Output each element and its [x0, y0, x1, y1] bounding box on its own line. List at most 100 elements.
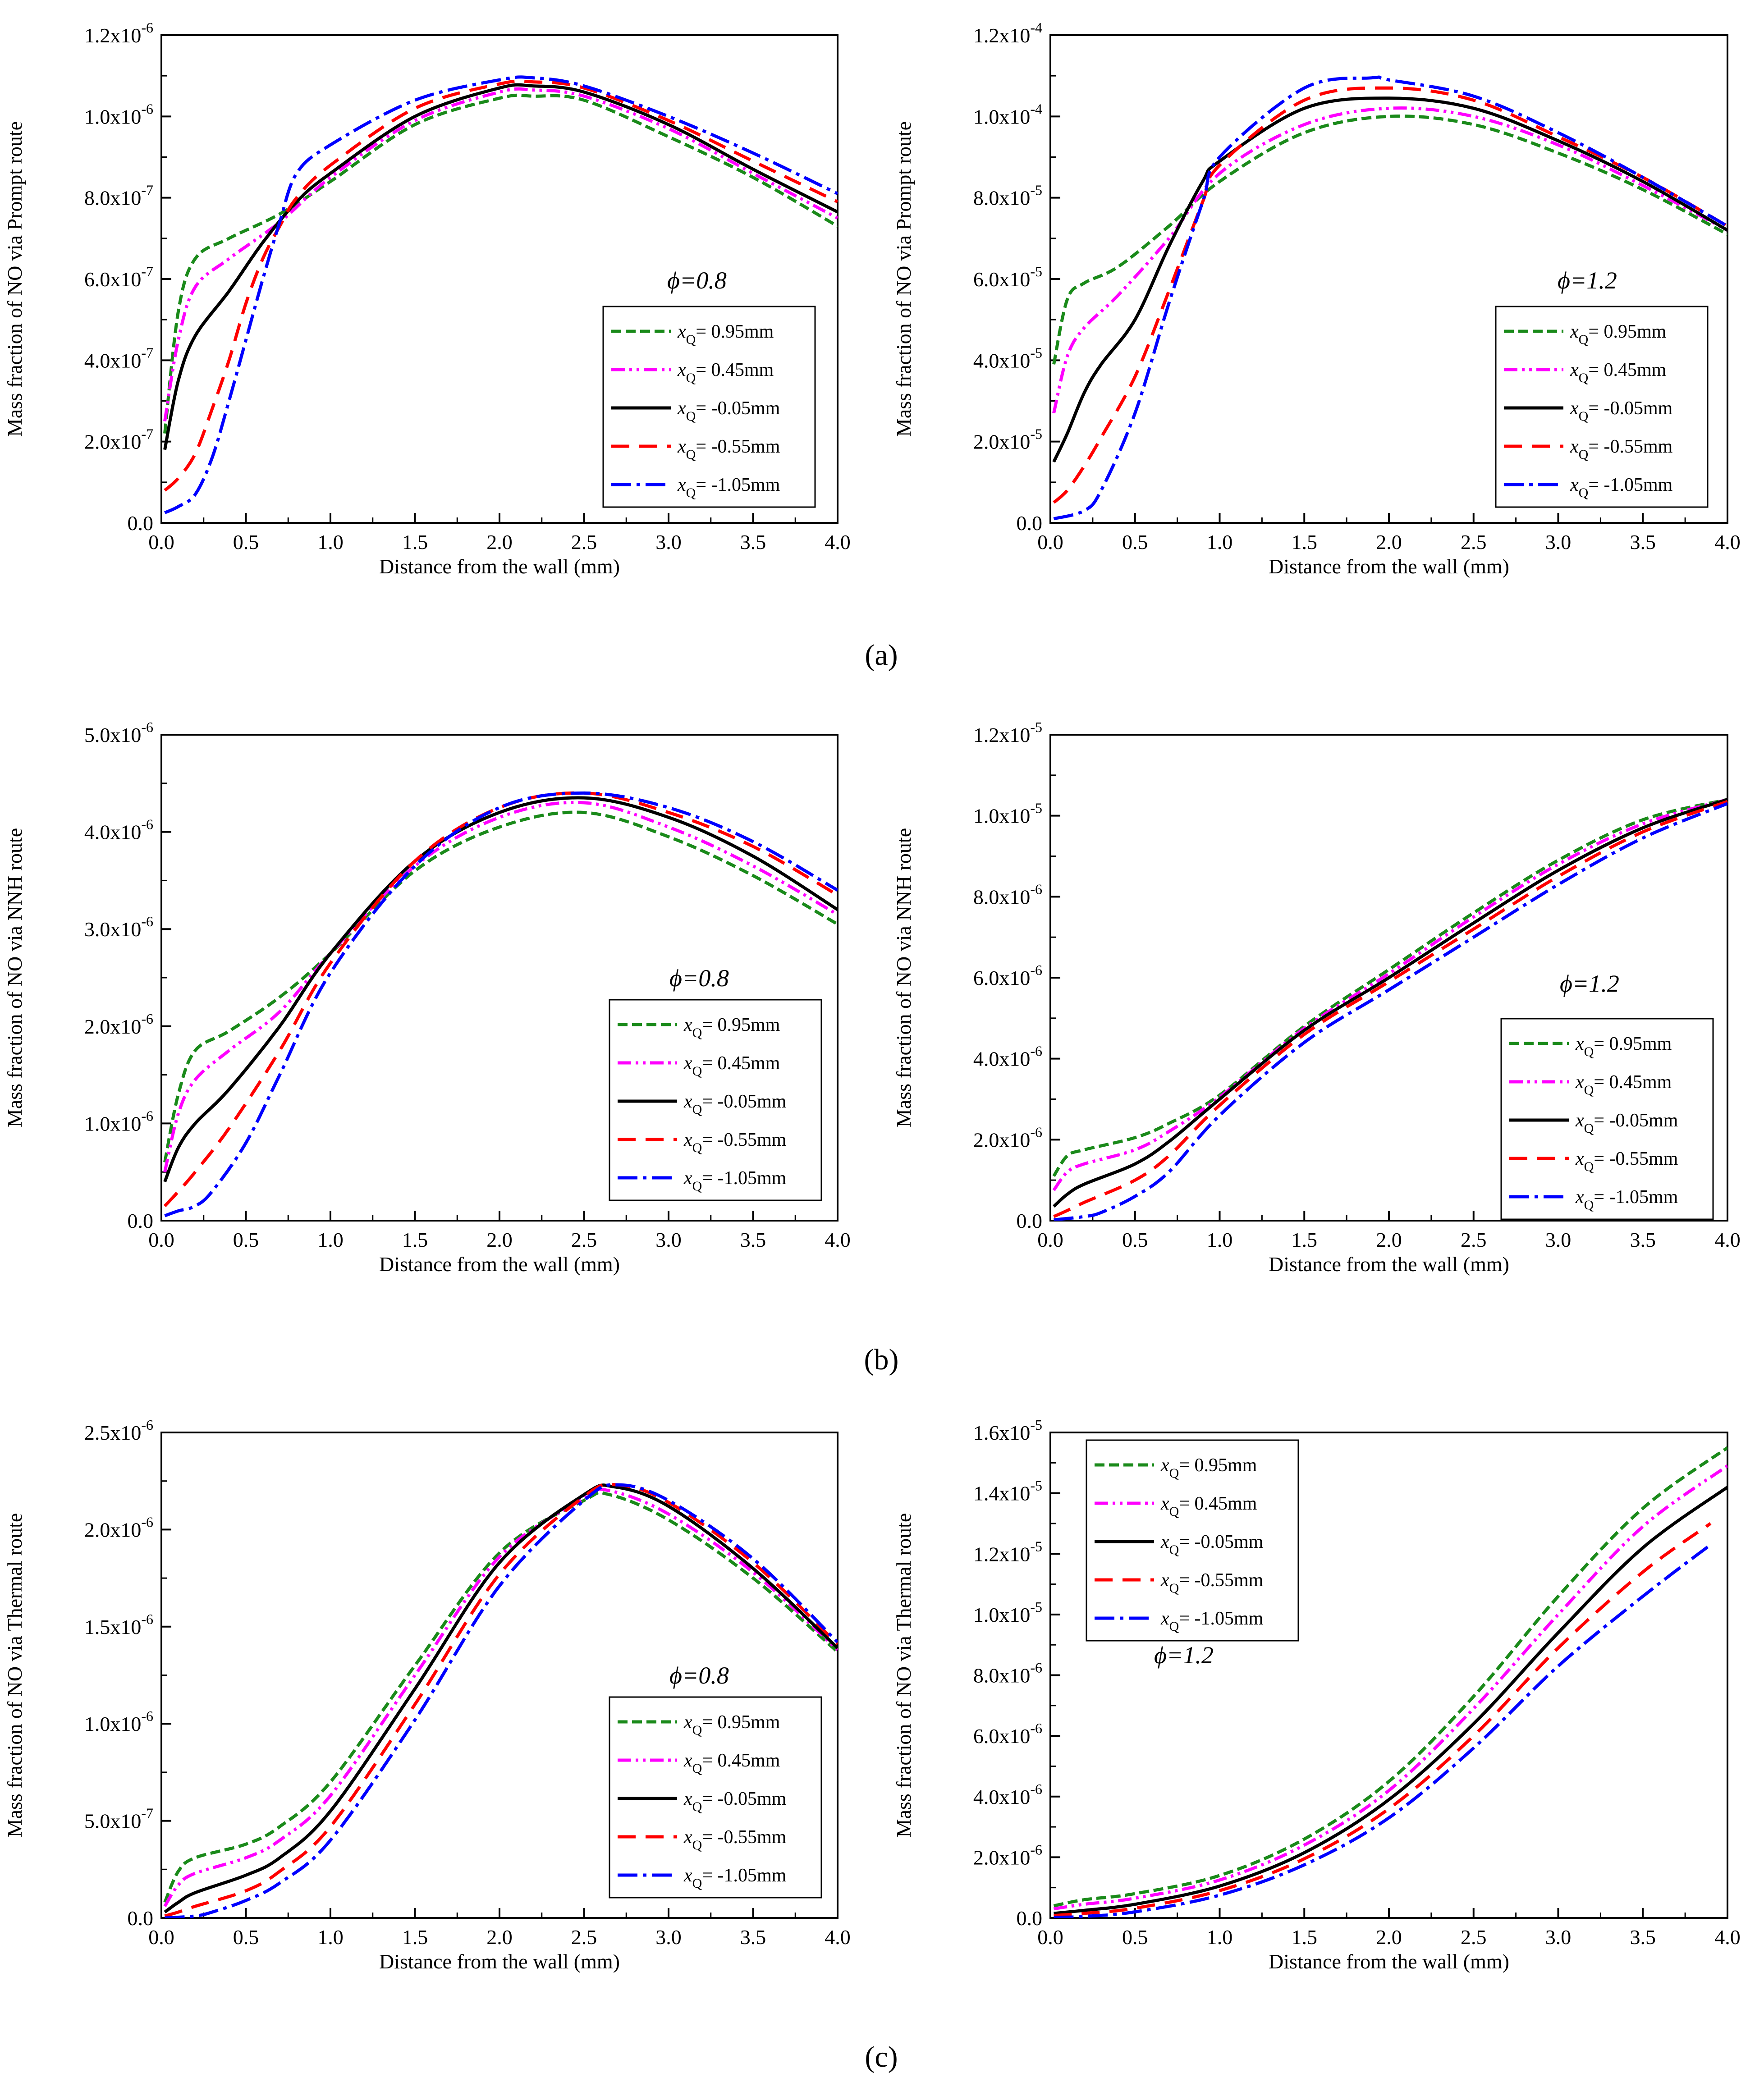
x-tick-label: 3.0 — [655, 531, 682, 554]
panel-label-c-text: (c) — [865, 2041, 898, 2073]
y-tick-label: 8.0x10-5 — [973, 182, 1042, 210]
legend: xQ= 0.95mm xQ= 0.45mm xQ= -0.05mm xQ= -0.55… — [1086, 1439, 1299, 1642]
legend-entry: xQ= -0.05mm — [1575, 1110, 1678, 1136]
y-axis-label: Mass fraction of NO via Prompt route — [892, 121, 915, 437]
series-line-xq-0p05 — [1053, 798, 1727, 1208]
legend-entry: xQ= 0.45mm — [683, 1053, 780, 1079]
y-tick-label: 1.0x10-6 — [84, 101, 153, 128]
y-tick-label: 2.0x10-6 — [973, 1841, 1042, 1869]
y-tick-label: 1.5x10-6 — [84, 1611, 153, 1638]
series-line-xq-1p05 — [1054, 1543, 1712, 1918]
legend: xQ= 0.95mm xQ= 0.45mm xQ= -0.05mm xQ= -0.55… — [609, 1696, 822, 1899]
phi-annotation: ϕ=1.2 — [1558, 267, 1617, 294]
legend-entry: xQ= 0.45mm — [683, 1750, 780, 1776]
series-line-xq-0p05 — [1054, 1486, 1727, 1915]
x-tick-label: 1.5 — [1292, 531, 1318, 554]
series-line-xq0p95 — [163, 93, 838, 434]
y-tick-label: 3.0x10-6 — [84, 913, 153, 941]
legend: xQ= 0.95mm xQ= 0.45mm xQ= -0.05mm xQ= -0.55… — [602, 306, 816, 508]
x-tick-label: 1.5 — [1292, 1926, 1318, 1949]
y-tick-label: 1.2x10-5 — [973, 719, 1042, 746]
x-tick-label: 0.5 — [1122, 1926, 1148, 1949]
x-axis-label: Distance from the wall (mm) — [1269, 1950, 1509, 1973]
phi-annotation: ϕ=0.8 — [669, 965, 729, 992]
y-tick-label: 4.0x10-5 — [973, 344, 1042, 372]
series-group — [163, 1483, 838, 1918]
series-line-xq0p95 — [1052, 114, 1727, 365]
y-tick-label: 1.0x10-6 — [84, 1107, 153, 1135]
legend-entry: xQ= -1.05mm — [1575, 1187, 1678, 1213]
y-tick-label: 0.0 — [128, 512, 154, 535]
x-tick-label: 2.0 — [486, 1926, 513, 1949]
legend-entry: xQ= 0.95mm — [1570, 321, 1667, 347]
series-line-xq0p45 — [1052, 106, 1727, 414]
x-tick-label: 0.5 — [233, 531, 259, 554]
legend-entry: xQ= -0.05mm — [683, 1789, 787, 1814]
y-tick-label: 1.0x10-4 — [973, 101, 1042, 128]
y-tick-label: 1.0x10-5 — [973, 800, 1042, 828]
x-tick-label: 1.0 — [1207, 1228, 1233, 1251]
legend-entry: xQ= -0.05mm — [677, 398, 780, 424]
x-tick-label: 4.0 — [1714, 531, 1741, 554]
legend-entry: xQ= -0.55mm — [1570, 436, 1673, 462]
legend-entry: xQ= 0.95mm — [1575, 1034, 1672, 1059]
x-tick-label: 3.5 — [740, 1926, 766, 1949]
series-line-xq0p45 — [163, 87, 838, 422]
x-tick-label: 3.5 — [740, 531, 766, 554]
x-tick-label: 3.5 — [1630, 1228, 1656, 1251]
y-tick-label: 8.0x10-6 — [973, 881, 1042, 908]
x-axis-label: Distance from the wall (mm) — [1269, 555, 1509, 578]
x-tick-label: 0.0 — [1037, 1926, 1063, 1949]
y-axis-label: Mass fraction of NO via NNH route — [3, 828, 26, 1127]
x-tick-label: 1.0 — [317, 1926, 344, 1949]
chart-a-left: 0.0 0.5 1.0 1.5 2.0 2.5 3.0 3.5 4.0 0.0 2.0x10-7 4.… — [3, 19, 851, 578]
x-tick-label: 2.0 — [1376, 1228, 1402, 1251]
legend-entry: xQ= 0.95mm — [677, 321, 774, 347]
legend-entry: xQ= -1.05mm — [677, 475, 780, 500]
x-tick-label: 3.0 — [1545, 1926, 1572, 1949]
y-tick-label: 5.0x10-6 — [84, 719, 153, 746]
series-group — [163, 75, 838, 514]
y-tick-label: 2.5x10-6 — [84, 1417, 153, 1444]
legend-entry: xQ= 0.95mm — [683, 1712, 780, 1738]
series-line-xq0p45 — [1053, 1464, 1727, 1911]
phi-annotation: ϕ=1.2 — [1560, 970, 1619, 997]
chart-b-left: 0.0 0.5 1.0 1.5 2.0 2.5 3.0 3.5 4.0 0.0 1.0x10-6 2.… — [3, 719, 851, 1276]
panel-label-c: (c) — [865, 2041, 898, 2073]
legend-entry: xQ= -1.05mm — [1160, 1608, 1264, 1634]
x-tick-label: 2.0 — [1376, 1926, 1402, 1949]
y-tick-label: 4.0x10-6 — [84, 816, 153, 844]
x-tick-label: 0.5 — [1122, 1228, 1148, 1251]
y-tick-label: 1.4x10-5 — [973, 1478, 1042, 1505]
legend: xQ= 0.95mm xQ= 0.45mm xQ= -0.05mm xQ= -0.55… — [1495, 306, 1709, 508]
legend-entry: xQ= 0.45mm — [1570, 360, 1667, 385]
series-line-xq-0p55 — [1054, 1522, 1712, 1917]
legend-entry: xQ= -1.05mm — [1570, 475, 1673, 500]
y-tick-label: 0.0 — [128, 1907, 154, 1930]
series-line-xq-0p05 — [163, 83, 838, 450]
y-tick-label: 6.0x10-6 — [973, 962, 1042, 989]
legend-entry: xQ= 0.45mm — [677, 360, 774, 385]
series-line-xq0p95 — [163, 1491, 838, 1903]
series-line-xq-0p55 — [1053, 800, 1727, 1218]
y-tick-label: 1.6x10-5 — [973, 1417, 1042, 1444]
series-line-xq-1p05 — [1053, 75, 1727, 521]
panel-label-a-text: (a) — [865, 639, 898, 672]
y-tick-label: 2.0x10-7 — [84, 426, 153, 453]
series-line-xq-0p05 — [163, 796, 838, 1183]
x-tick-label: 4.0 — [825, 1228, 851, 1251]
x-tick-label: 4.0 — [1714, 1228, 1741, 1251]
x-tick-label: 0.5 — [233, 1926, 259, 1949]
x-tick-label: 1.0 — [1207, 1926, 1233, 1949]
y-axis-label: Mass fraction of NO via Thermal route — [892, 1513, 915, 1838]
series-line-xq-1p05 — [1054, 802, 1727, 1221]
y-tick-label: 4.0x10-6 — [973, 1043, 1042, 1071]
series-group — [1052, 798, 1727, 1221]
x-tick-label: 2.0 — [486, 531, 513, 554]
y-tick-label: 0.0 — [1017, 1907, 1043, 1930]
x-tick-label: 2.5 — [1461, 1228, 1487, 1251]
x-tick-label: 1.0 — [1207, 531, 1233, 554]
legend-entry: xQ= -1.05mm — [683, 1168, 787, 1194]
y-tick-label: 2.0x10-6 — [973, 1124, 1042, 1151]
series-line-xq-1p05 — [165, 1483, 838, 1918]
